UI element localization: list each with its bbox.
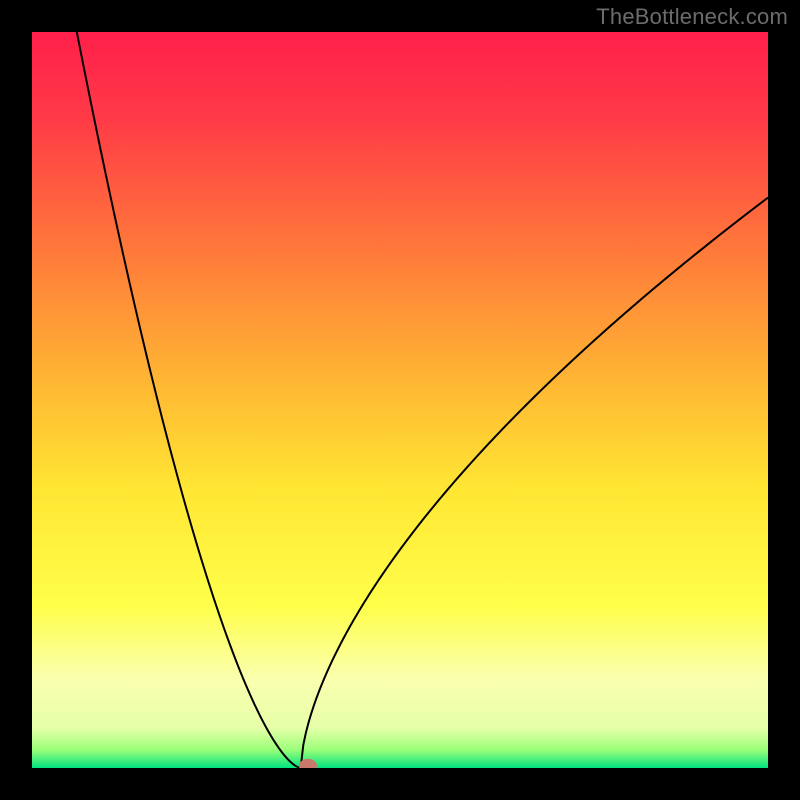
chart-container: TheBottleneck.com [0,0,800,800]
plot-background [32,32,768,768]
bottleneck-chart [0,0,800,800]
watermark-text: TheBottleneck.com [596,4,788,30]
